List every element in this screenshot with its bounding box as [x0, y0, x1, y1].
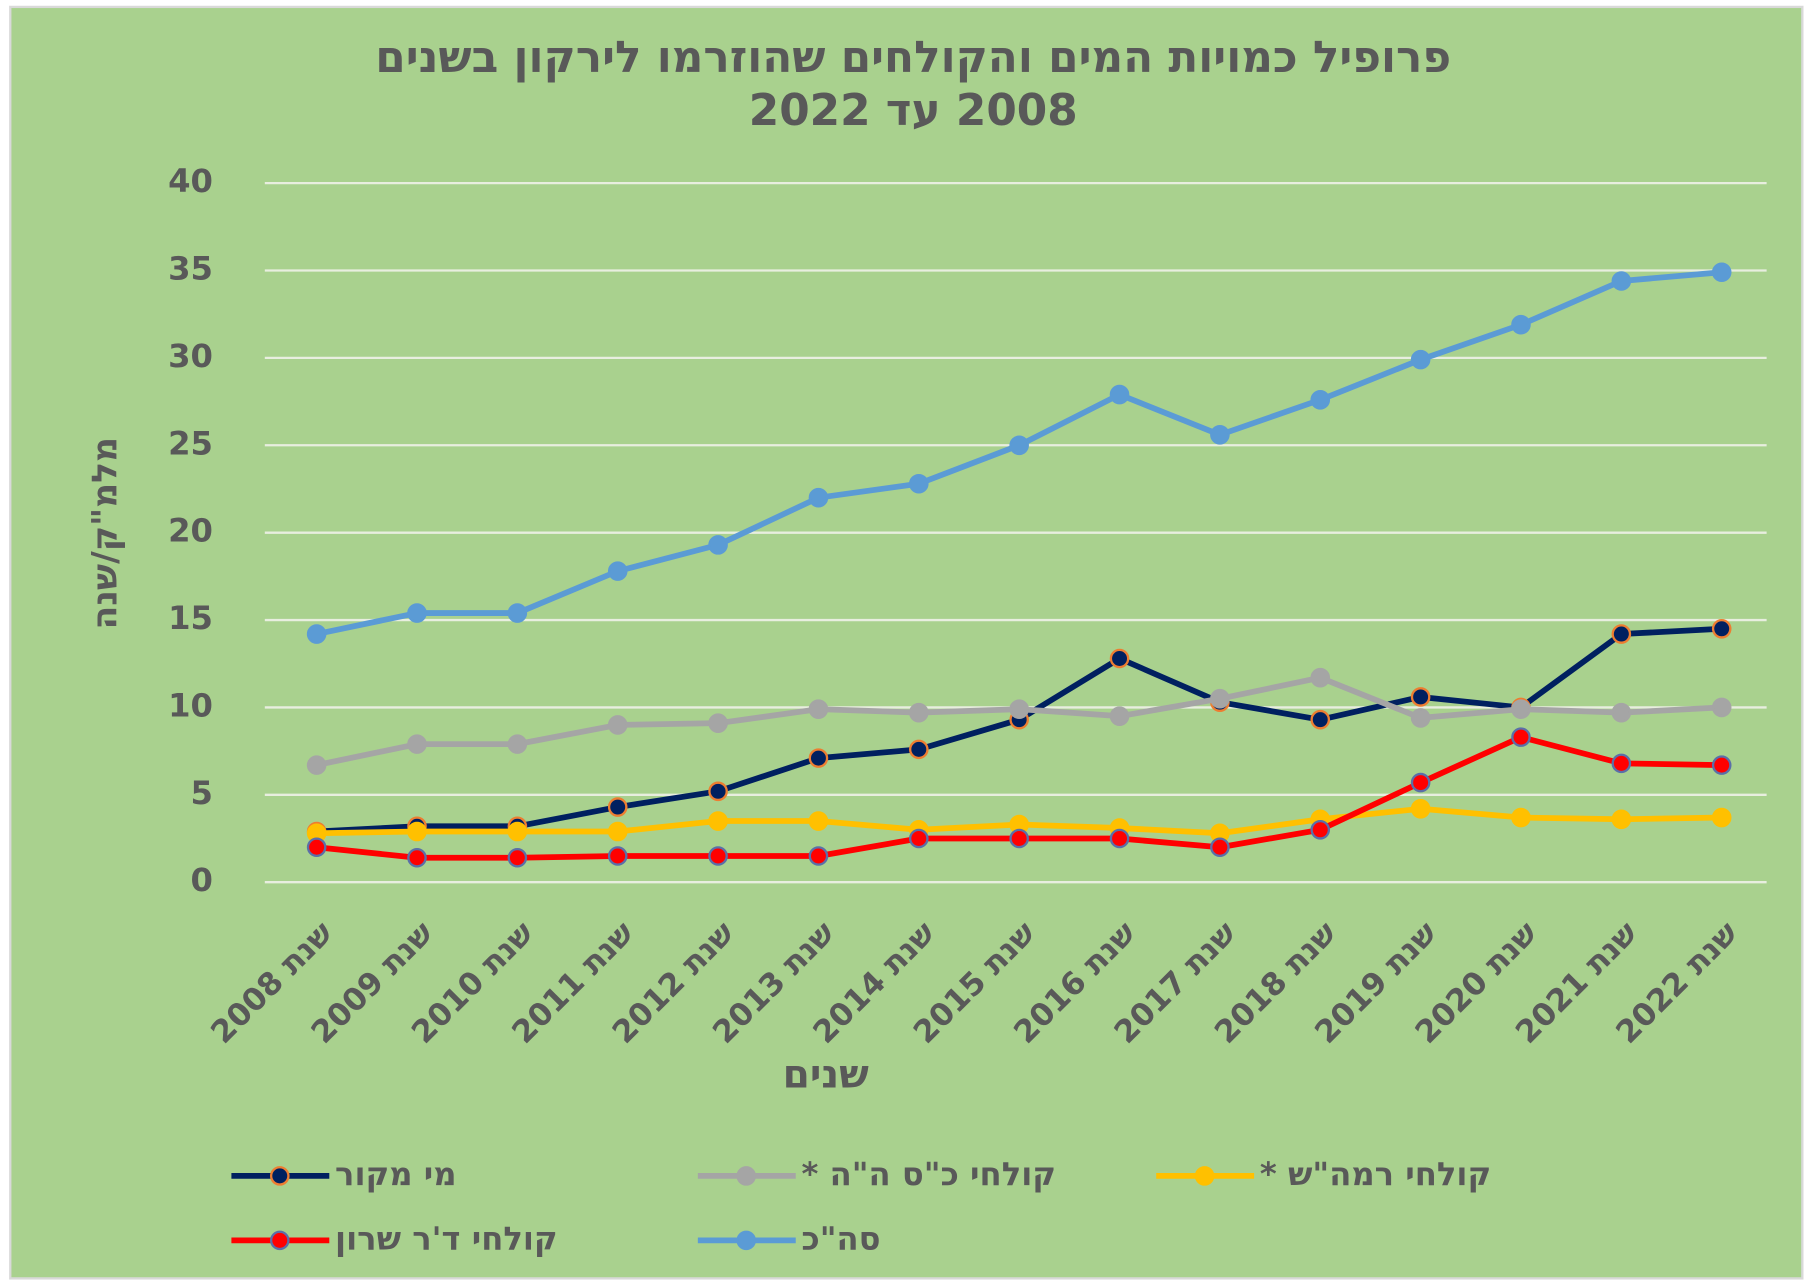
data-point [708, 535, 728, 555]
data-point [909, 828, 929, 849]
data-point [808, 748, 829, 768]
data-point [808, 846, 829, 866]
chart-title: פרופיל כמויות המים והקולחים שהוזרמו לירק… [375, 32, 1451, 83]
data-point [1009, 435, 1029, 456]
y-tick-label: 15 [168, 599, 213, 637]
data-point [607, 561, 628, 581]
legend-label: קולחי ד'ר שרון [335, 1219, 558, 1257]
legend-label: קולחי רמה"ש * [1260, 1155, 1491, 1193]
data-point [1210, 688, 1230, 709]
y-axis-label: מלמ"ק/שנה [86, 437, 126, 630]
data-point [909, 473, 929, 494]
data-point [1310, 819, 1331, 840]
data-point [1410, 772, 1431, 793]
data-point [1511, 807, 1531, 828]
data-point [306, 624, 327, 644]
data-point [507, 734, 528, 754]
data-point [407, 734, 427, 754]
data-point [1210, 425, 1230, 445]
y-tick-label: 40 [168, 162, 213, 200]
data-point [1410, 687, 1431, 707]
data-point [607, 846, 628, 866]
data-point [1310, 709, 1331, 730]
data-point [808, 487, 829, 508]
data-point [1611, 753, 1632, 774]
data-point [1109, 828, 1130, 849]
data-point [1711, 807, 1732, 828]
data-point [1109, 706, 1130, 726]
data-point [808, 699, 829, 719]
data-point [306, 837, 327, 858]
y-tick-label: 10 [168, 686, 213, 724]
y-tick-label: 25 [168, 424, 213, 462]
legend-label: מי מקור [335, 1155, 457, 1193]
legend-label: סה"כ [801, 1219, 880, 1257]
data-point [708, 811, 728, 831]
data-point [1711, 697, 1732, 718]
legend-marker [269, 1230, 290, 1251]
legend-marker [736, 1166, 757, 1186]
data-point [1310, 390, 1331, 410]
legend-label: קולחי כ"ס ה"ה * [801, 1155, 1056, 1193]
data-point [909, 739, 929, 760]
y-tick-label: 30 [168, 337, 213, 375]
data-point [407, 603, 427, 623]
data-point [1210, 837, 1230, 858]
data-point [1711, 618, 1732, 639]
data-point [1410, 349, 1431, 370]
data-point [1511, 314, 1531, 335]
data-point [1711, 755, 1732, 775]
y-tick-label: 0 [191, 861, 213, 899]
chart-title: 2008 עד 2022 [749, 85, 1078, 136]
data-point [708, 781, 728, 802]
y-tick-label: 5 [191, 774, 213, 812]
legend-marker [1194, 1166, 1215, 1186]
chart-background [9, 5, 1804, 1280]
data-point [1611, 624, 1632, 644]
data-point [1611, 809, 1632, 830]
x-axis-label: שנים [783, 1052, 870, 1097]
data-point [1009, 699, 1029, 719]
data-point [1410, 708, 1431, 728]
data-point [909, 702, 929, 723]
legend-marker [736, 1230, 757, 1251]
data-point [607, 715, 628, 735]
data-point [1109, 384, 1130, 405]
data-point [708, 846, 728, 866]
data-point [407, 821, 427, 842]
y-tick-label: 20 [168, 512, 213, 550]
data-point [607, 821, 628, 842]
data-point [708, 713, 728, 733]
data-point [507, 603, 528, 623]
data-point [808, 811, 829, 831]
data-point [1611, 271, 1632, 291]
data-point [1410, 799, 1431, 819]
data-point [306, 755, 327, 775]
data-point [407, 847, 427, 868]
data-point [507, 847, 528, 868]
data-point [1009, 828, 1029, 849]
data-point [1310, 667, 1331, 688]
data-point [507, 821, 528, 842]
legend-marker [269, 1166, 290, 1186]
data-point [1511, 699, 1531, 719]
data-point [1511, 727, 1531, 747]
data-point [1611, 702, 1632, 723]
data-point [1711, 262, 1732, 283]
data-point [1109, 648, 1130, 669]
y-tick-label: 35 [168, 250, 213, 288]
data-point [607, 797, 628, 817]
